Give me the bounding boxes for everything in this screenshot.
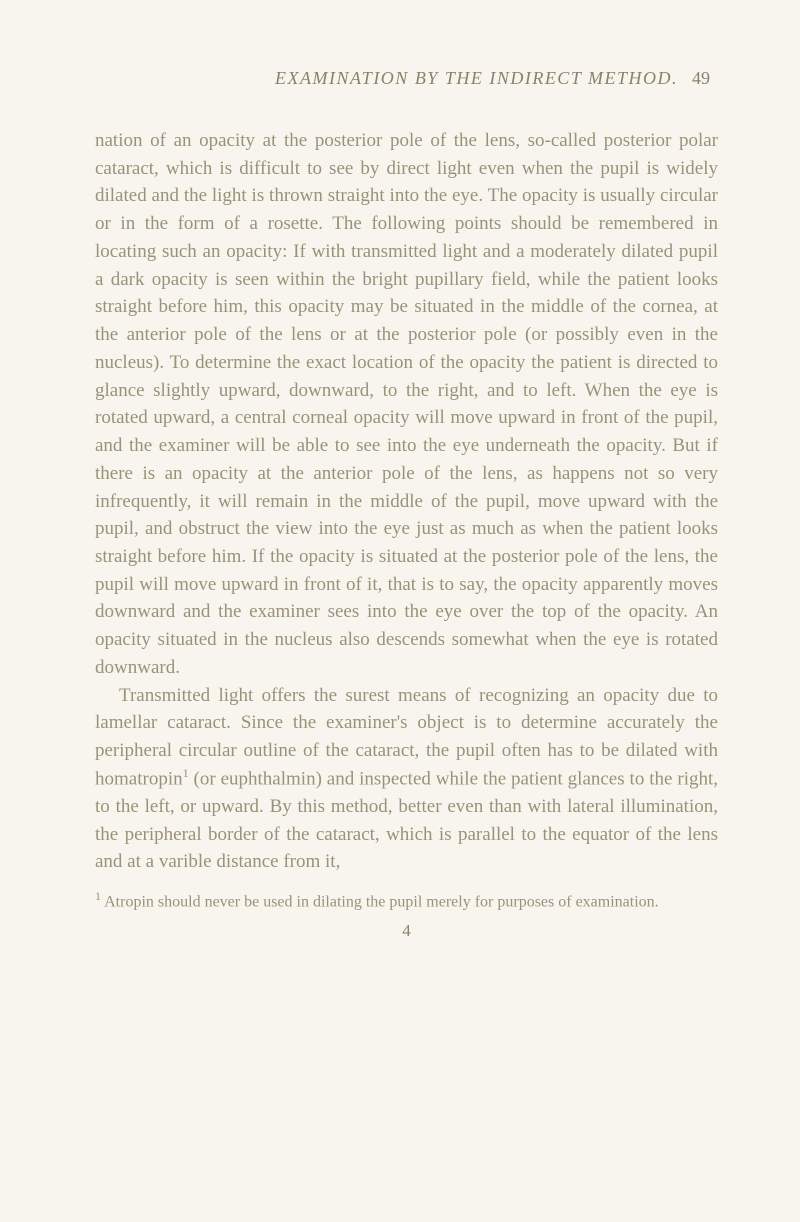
body-text: nation of an opacity at the posterior po…	[95, 127, 718, 876]
header-title: EXAMINATION BY THE INDIRECT METHOD.	[275, 68, 678, 88]
footnote: 1 Atropin should never be used in dilati…	[95, 888, 718, 913]
p2b-text: (or euphthalmin) and inspected while the…	[95, 768, 718, 872]
page-number-top: 49	[692, 68, 710, 88]
page-number-bottom: 4	[95, 921, 718, 941]
paragraph-1: nation of an opacity at the posterior po…	[95, 127, 718, 682]
footnote-text: Atropin should never be used in dilating…	[101, 893, 659, 910]
paragraph-2: Transmitted light offers the surest mean…	[95, 682, 718, 876]
p1-text: nation of an opacity at the posterior po…	[95, 130, 718, 678]
page-header: EXAMINATION BY THE INDIRECT METHOD. 49	[95, 68, 718, 89]
